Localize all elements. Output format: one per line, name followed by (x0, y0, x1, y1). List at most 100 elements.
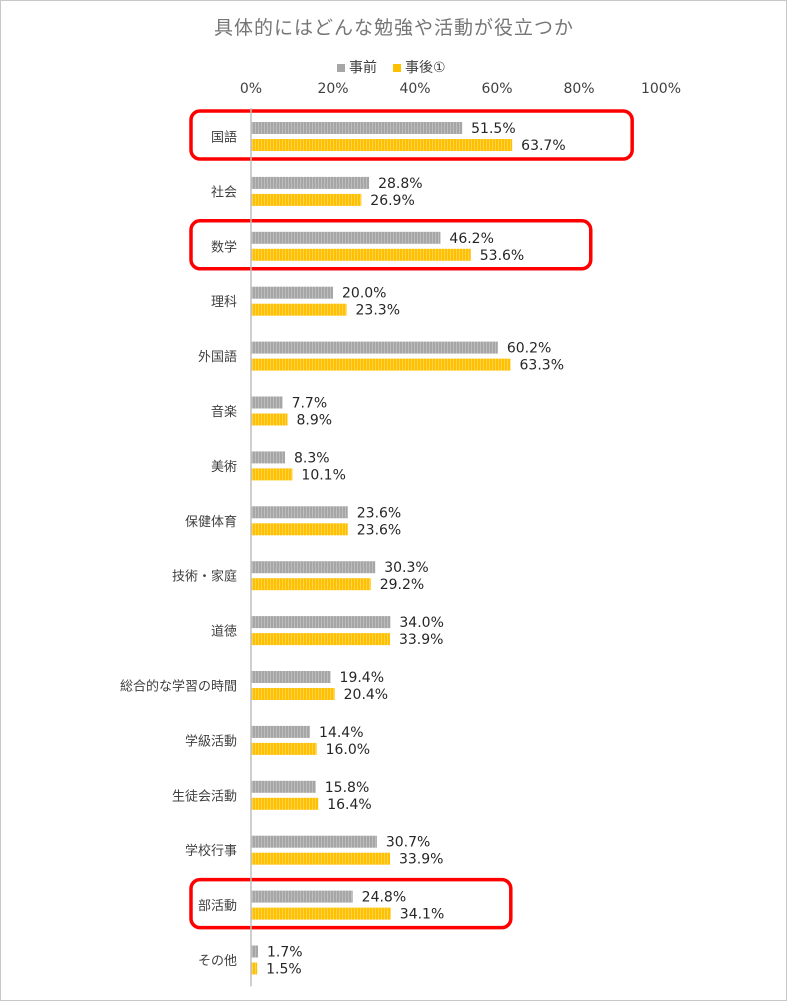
legend-label: 事前 (349, 59, 377, 76)
data-label: 8.9% (296, 413, 332, 429)
category-label: 生徒会活動 (172, 789, 237, 804)
bar (251, 797, 319, 810)
category-label: 数学 (211, 239, 237, 255)
bar (251, 122, 463, 134)
category-label: 保健体育 (185, 514, 237, 530)
category-label: 道徳 (211, 625, 237, 640)
data-label: 33.9% (399, 852, 443, 868)
data-label: 29.2% (380, 577, 424, 593)
data-label: 15.8% (325, 780, 369, 796)
x-tick-label: 20% (317, 81, 348, 97)
data-label: 46.2% (449, 231, 493, 247)
data-label: 1.7% (267, 945, 303, 961)
bar (251, 616, 391, 629)
data-label: 51.5% (471, 121, 515, 137)
data-label: 23.3% (356, 303, 400, 319)
bar (251, 139, 513, 151)
data-label: 7.7% (292, 396, 328, 412)
data-label: 19.4% (340, 670, 384, 686)
bar (251, 725, 311, 738)
data-label: 34.0% (399, 615, 443, 631)
data-label: 53.6% (480, 248, 524, 264)
bar (251, 523, 348, 536)
data-label: 10.1% (301, 467, 345, 483)
legend-swatch (393, 64, 401, 72)
legend-swatch (337, 64, 345, 72)
bar (251, 852, 390, 865)
data-label: 23.6% (357, 505, 401, 521)
bar (251, 962, 258, 975)
data-label: 16.0% (326, 742, 370, 758)
value-labels: 51.5% 63.7% 28.8%26.9% 46.2%53.6% 20.0%23.3%… (266, 121, 566, 978)
bar (251, 671, 331, 683)
x-tick-label: 80% (563, 81, 594, 97)
legend-label: 事後① (405, 60, 446, 76)
bar (251, 835, 377, 848)
bar (251, 286, 333, 299)
bar (251, 176, 370, 189)
bar (251, 451, 286, 464)
bar (251, 248, 471, 261)
highlight-box (189, 109, 634, 161)
data-label: 14.4% (319, 725, 363, 741)
data-label: 28.8% (378, 176, 422, 192)
legend: 事前 事後① (337, 59, 446, 76)
bars (251, 122, 513, 975)
category-label: 国語 (211, 130, 237, 146)
bar (251, 633, 390, 646)
category-label: その他 (198, 954, 237, 969)
bar (251, 907, 391, 920)
data-label: 60.2% (507, 341, 551, 357)
category-label: 技術・家庭 (172, 569, 237, 585)
category-label: 部活動 (198, 899, 237, 914)
highlight-box (189, 219, 593, 271)
category-label: 外国語 (198, 349, 237, 365)
category-labels: 国語社会数学理科外国語音楽美術保健体育技術・家庭道徳総合的な学習の時間学級活動生… (120, 130, 237, 970)
data-label: 20.4% (344, 687, 388, 703)
bar (251, 688, 335, 700)
highlight-boxes (189, 109, 634, 930)
bar (251, 341, 498, 354)
bar (251, 468, 293, 481)
category-label: 学級活動 (185, 733, 237, 749)
category-label: 美術 (211, 460, 237, 475)
data-label: 63.3% (520, 358, 564, 374)
data-label: 20.0% (342, 286, 386, 302)
x-tick-label: 40% (399, 81, 430, 97)
data-label: 8.3% (294, 450, 330, 466)
category-label: 音楽 (211, 404, 237, 420)
category-label: 総合的な学習の時間 (120, 679, 237, 695)
bar (251, 890, 353, 903)
bar (251, 506, 348, 519)
category-label: 社会 (211, 184, 237, 200)
bar (251, 303, 347, 316)
bar (251, 231, 441, 244)
x-axis-tick-labels: 0% 20% 40% 60% 80% 100% (240, 81, 681, 97)
data-label: 30.7% (386, 835, 430, 851)
data-label: 30.3% (384, 560, 428, 576)
data-label: 16.4% (327, 797, 371, 813)
bar (251, 780, 316, 793)
bar (251, 742, 317, 755)
bar (251, 561, 376, 574)
x-tick-label: 60% (481, 81, 512, 97)
bar (251, 945, 258, 958)
bar (251, 193, 362, 206)
data-label: 26.9% (370, 193, 414, 209)
category-label: 学校行事 (185, 843, 237, 859)
data-label: 23.6% (357, 522, 401, 538)
bar (251, 413, 288, 426)
data-label: 1.5% (266, 962, 302, 978)
bar (251, 396, 283, 409)
bar (251, 578, 371, 591)
x-tick-label: 100% (641, 81, 681, 97)
highlight-box (189, 877, 513, 930)
x-tick-label: 0% (240, 81, 262, 97)
chart-title: 具体的にはどんな勉強や活動が役立つか (214, 17, 574, 39)
data-label: 24.8% (362, 890, 406, 906)
category-label: 理科 (211, 295, 237, 310)
data-label: 63.7% (521, 138, 565, 154)
bar (251, 358, 511, 371)
